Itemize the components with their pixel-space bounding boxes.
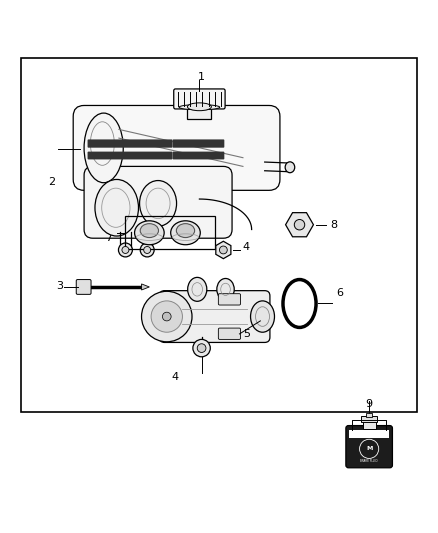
Ellipse shape xyxy=(187,103,212,111)
Circle shape xyxy=(122,246,129,254)
Polygon shape xyxy=(141,284,149,290)
Bar xyxy=(125,216,215,249)
FancyBboxPatch shape xyxy=(173,140,224,148)
FancyBboxPatch shape xyxy=(219,294,240,305)
FancyBboxPatch shape xyxy=(84,166,232,238)
Circle shape xyxy=(294,220,305,230)
FancyBboxPatch shape xyxy=(76,279,91,294)
Text: 5: 5 xyxy=(243,329,250,339)
Text: 8: 8 xyxy=(330,220,337,230)
Ellipse shape xyxy=(95,180,138,236)
Ellipse shape xyxy=(84,113,123,183)
Text: 9: 9 xyxy=(366,399,373,409)
Ellipse shape xyxy=(140,224,159,238)
Bar xyxy=(350,430,389,438)
FancyBboxPatch shape xyxy=(73,106,280,190)
Ellipse shape xyxy=(140,181,177,226)
Circle shape xyxy=(162,312,171,321)
Circle shape xyxy=(151,301,183,332)
Ellipse shape xyxy=(187,277,207,301)
Bar xyxy=(366,413,372,417)
Bar xyxy=(363,421,376,429)
Ellipse shape xyxy=(179,104,220,110)
Text: 4: 4 xyxy=(172,373,179,383)
Circle shape xyxy=(197,344,206,352)
Bar xyxy=(361,416,377,422)
Text: 3: 3 xyxy=(57,281,64,291)
Ellipse shape xyxy=(285,162,295,173)
FancyBboxPatch shape xyxy=(88,140,173,148)
Text: 7: 7 xyxy=(105,233,113,243)
Circle shape xyxy=(140,243,154,257)
Ellipse shape xyxy=(134,221,164,245)
FancyBboxPatch shape xyxy=(88,151,173,159)
Circle shape xyxy=(144,246,151,254)
Ellipse shape xyxy=(171,221,200,245)
Ellipse shape xyxy=(251,301,275,332)
Polygon shape xyxy=(216,241,231,259)
Circle shape xyxy=(141,292,192,342)
Circle shape xyxy=(219,246,227,254)
Polygon shape xyxy=(286,213,314,237)
Ellipse shape xyxy=(177,224,194,238)
FancyBboxPatch shape xyxy=(174,89,225,109)
Circle shape xyxy=(118,243,132,257)
Bar xyxy=(187,106,212,118)
Text: 1: 1 xyxy=(198,72,205,82)
Circle shape xyxy=(193,340,210,357)
Text: 2: 2 xyxy=(48,176,55,187)
FancyBboxPatch shape xyxy=(159,290,270,342)
FancyBboxPatch shape xyxy=(219,328,240,340)
Text: 6: 6 xyxy=(336,288,343,297)
FancyBboxPatch shape xyxy=(346,425,392,468)
FancyBboxPatch shape xyxy=(173,151,224,159)
Text: 4: 4 xyxy=(243,242,250,252)
Text: BRAKE FLUID: BRAKE FLUID xyxy=(360,458,378,463)
Circle shape xyxy=(360,439,379,458)
Ellipse shape xyxy=(217,278,234,300)
Bar xyxy=(21,58,417,413)
Text: M: M xyxy=(366,446,372,451)
